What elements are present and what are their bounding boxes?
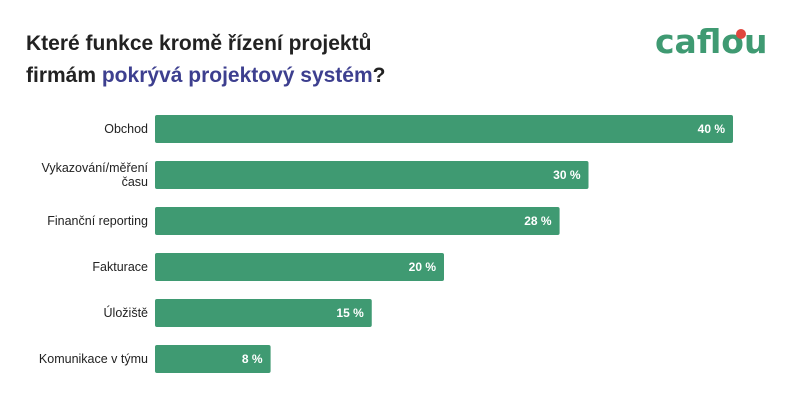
category-label-2-line-0: Finanční reporting — [47, 214, 148, 228]
bar-0 — [155, 115, 733, 143]
category-label-2: Finanční reporting — [47, 214, 148, 228]
caflou-logo: caflou — [655, 20, 775, 61]
category-label-1: Vykazování/měření času — [41, 161, 148, 189]
title-highlight: pokrývá projektový systém — [101, 64, 373, 87]
value-label-5: 8 % — [242, 352, 263, 366]
category-label-0: Obchod — [104, 122, 148, 136]
value-label-2: 28 % — [524, 214, 552, 228]
title-line-2-suffix: ? — [372, 64, 386, 87]
category-label-5: Komunikace v týmu — [39, 352, 148, 366]
bar-1 — [155, 161, 589, 189]
category-label-1-line-1: času — [122, 175, 148, 189]
category-label-5-line-0: Komunikace v týmu — [39, 352, 148, 366]
title-line-1: Které funkce kromě řízení projektů — [26, 32, 372, 55]
bar-3 — [155, 253, 444, 281]
title-line-2-prefix: firmám — [26, 64, 102, 87]
bar-5 — [155, 345, 271, 373]
bar-4 — [155, 299, 372, 327]
value-label-0: 40 % — [698, 122, 726, 136]
category-label-0-line-0: Obchod — [104, 122, 148, 136]
bar-2 — [155, 207, 560, 235]
logo-wordmark: caflou — [655, 22, 767, 61]
category-label-4-line-0: Úložiště — [104, 305, 149, 320]
value-label-4: 15 % — [336, 306, 364, 320]
value-label-3: 20 % — [409, 260, 437, 274]
value-label-1: 30 % — [553, 168, 581, 182]
chart-title: Které funkce kromě řízení projektů firmá… — [26, 28, 586, 92]
title-line-2: firmám pokrývá projektový systém? — [26, 60, 586, 92]
category-label-3: Fakturace — [92, 260, 148, 274]
category-label-1-line-0: Vykazování/měření — [41, 161, 148, 175]
category-label-3-line-0: Fakturace — [92, 260, 148, 274]
category-label-4: Úložiště — [104, 305, 149, 320]
logo-accent-dot — [736, 29, 746, 39]
logo-graphic: caflou — [655, 22, 767, 61]
